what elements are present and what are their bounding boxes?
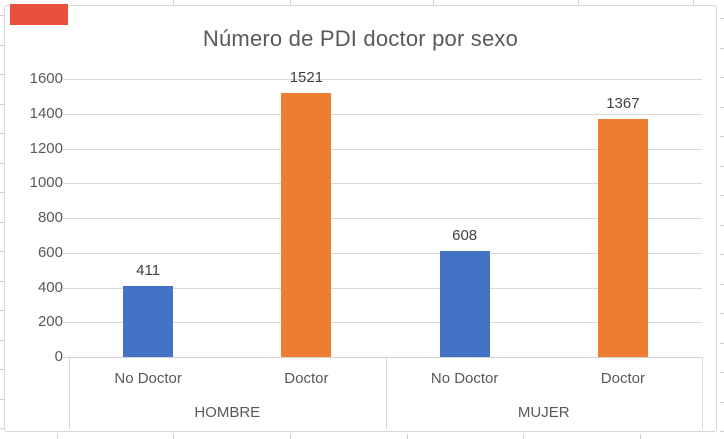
worksheet-gridline xyxy=(578,0,579,5)
y-axis-tick-label: 400 xyxy=(37,278,63,296)
worksheet-gridline xyxy=(720,283,724,285)
worksheet-gridline xyxy=(720,106,724,108)
data-label: 411 xyxy=(136,261,161,279)
gridline-1200 xyxy=(63,148,702,150)
worksheet-gridline xyxy=(720,136,724,137)
worksheet-gridline xyxy=(720,18,724,19)
worksheet-gridline xyxy=(720,47,724,49)
category-separator xyxy=(702,357,703,429)
worksheet-gridline xyxy=(290,434,291,439)
category-label: No Doctor xyxy=(430,370,499,387)
chart-object[interactable]: Número de PDI doctor por sexo 0 200 400 600… xyxy=(4,5,717,432)
worksheet-gridline xyxy=(0,74,4,75)
worksheet-gridline xyxy=(720,401,724,403)
worksheet-gridline xyxy=(720,372,724,373)
y-axis-tick-label: 200 xyxy=(37,313,63,331)
worksheet-gridline xyxy=(720,77,724,78)
worksheet-gridline xyxy=(173,434,174,439)
y-axis-tick-label: 1000 xyxy=(29,174,63,192)
worksheet-gridline xyxy=(433,0,434,5)
gridline-600 xyxy=(63,252,702,254)
worksheet-gridline xyxy=(0,133,4,134)
worksheet-gridline xyxy=(0,15,4,16)
worksheet-gridline xyxy=(640,434,641,439)
gridline-0 xyxy=(63,357,702,358)
y-axis-tick-label: 800 xyxy=(37,209,63,226)
worksheet-gridline xyxy=(720,313,724,314)
worksheet-gridline xyxy=(0,398,4,400)
data-label: 608 xyxy=(452,227,478,245)
worksheet-gridline xyxy=(693,0,694,5)
worksheet-gridline xyxy=(173,0,174,5)
data-label: 1521 xyxy=(289,68,324,86)
bar-no-doctor-2 xyxy=(439,251,490,357)
worksheet-gridline xyxy=(720,195,724,196)
worksheet-gridline xyxy=(0,369,4,370)
y-axis-tick-label: 600 xyxy=(37,243,63,261)
worksheet-gridline xyxy=(0,103,4,105)
bar-doctor-1 xyxy=(281,92,332,357)
worksheet-gridline xyxy=(57,434,58,439)
worksheet-gridline xyxy=(290,0,291,5)
category-separator xyxy=(69,357,70,429)
worksheet-gridline xyxy=(0,162,4,164)
worksheet-gridline xyxy=(0,428,4,429)
category-label: Doctor xyxy=(284,370,329,387)
category-separator xyxy=(385,357,387,429)
gridline-1600 xyxy=(63,79,702,80)
y-axis-tick-label: 0 xyxy=(54,348,63,365)
worksheet-gridline xyxy=(720,254,724,255)
gridline-800 xyxy=(63,218,702,219)
group-label-mujer: MUJER xyxy=(517,404,570,421)
worksheet-gridline xyxy=(0,221,4,223)
worksheet-gridline xyxy=(0,192,4,193)
bar-no-doctor-0 xyxy=(123,285,174,357)
worksheet-gridline xyxy=(0,251,4,252)
worksheet-gridline xyxy=(407,434,408,439)
worksheet-gridline xyxy=(0,339,4,341)
worksheet-gridline xyxy=(720,224,724,226)
category-label: No Doctor xyxy=(114,370,182,387)
gridline-400 xyxy=(63,287,702,289)
red-marker-overlay xyxy=(10,4,68,25)
worksheet-gridline xyxy=(720,165,724,167)
worksheet-gridline xyxy=(720,431,724,432)
worksheet-gridline xyxy=(0,280,4,282)
y-axis-tick-label: 1200 xyxy=(29,139,63,157)
gridline-1000 xyxy=(63,183,702,185)
group-label-hombre: HOMBRE xyxy=(194,404,261,421)
y-axis-tick-label: 1400 xyxy=(29,104,63,122)
chart-title: Número de PDI doctor por sexo xyxy=(202,26,519,51)
category-label: Doctor xyxy=(600,370,645,387)
data-label: 1367 xyxy=(606,95,640,113)
gridline-200 xyxy=(63,322,702,324)
bar-doctor-3 xyxy=(597,119,648,357)
y-axis-tick-label: 1600 xyxy=(29,70,63,87)
worksheet-gridline xyxy=(0,310,4,311)
worksheet-gridline xyxy=(720,342,724,344)
worksheet-gridline xyxy=(0,44,4,46)
worksheet-gridline xyxy=(523,434,524,439)
gridline-1400 xyxy=(63,113,702,115)
